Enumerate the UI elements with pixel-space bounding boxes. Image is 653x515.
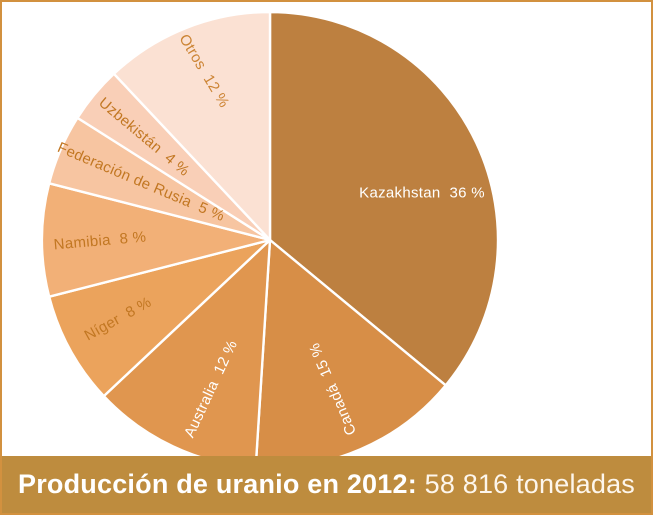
pie-slices-group — [40, 10, 500, 470]
pie-slice-kazakhstan — [268, 10, 500, 387]
caption-title: Producción de uranio en 2012: — [18, 469, 425, 499]
pie-slice-n-ger — [47, 238, 272, 398]
caption-bar: Producción de uranio en 2012: 58 816 ton… — [2, 456, 651, 513]
pie-slice-namibia — [40, 182, 272, 298]
pie-slice-otros — [112, 10, 272, 242]
caption-total-value: 58 816 toneladas — [424, 469, 635, 499]
